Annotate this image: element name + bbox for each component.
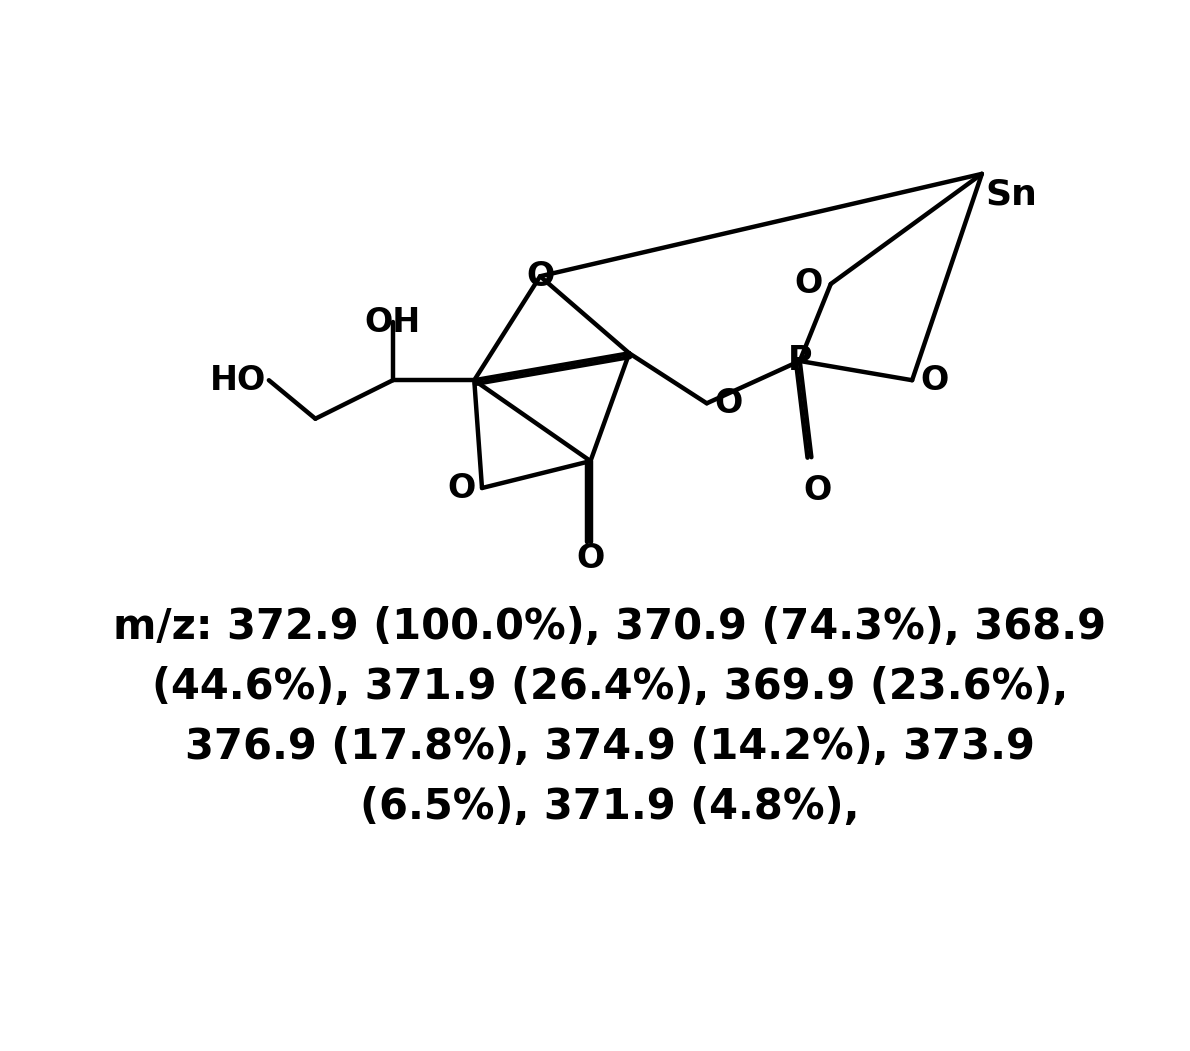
Text: (44.6%), 371.9 (26.4%), 369.9 (23.6%),: (44.6%), 371.9 (26.4%), 369.9 (23.6%), bbox=[152, 665, 1067, 707]
Text: O: O bbox=[526, 260, 555, 293]
Text: (6.5%), 371.9 (4.8%),: (6.5%), 371.9 (4.8%), bbox=[361, 786, 859, 828]
Text: m/z: 372.9 (100.0%), 370.9 (74.3%), 368.9: m/z: 372.9 (100.0%), 370.9 (74.3%), 368.… bbox=[113, 605, 1107, 647]
Text: O: O bbox=[795, 267, 823, 301]
Text: O: O bbox=[714, 387, 743, 419]
Text: O: O bbox=[447, 472, 476, 504]
Text: OH: OH bbox=[365, 306, 421, 339]
Text: O: O bbox=[576, 542, 605, 575]
Text: O: O bbox=[920, 364, 948, 396]
Text: 376.9 (17.8%), 374.9 (14.2%), 373.9: 376.9 (17.8%), 374.9 (14.2%), 373.9 bbox=[184, 726, 1035, 767]
Text: Sn: Sn bbox=[985, 178, 1038, 211]
Text: O: O bbox=[803, 474, 832, 507]
Text: P: P bbox=[788, 345, 812, 377]
Text: HO: HO bbox=[209, 364, 267, 396]
